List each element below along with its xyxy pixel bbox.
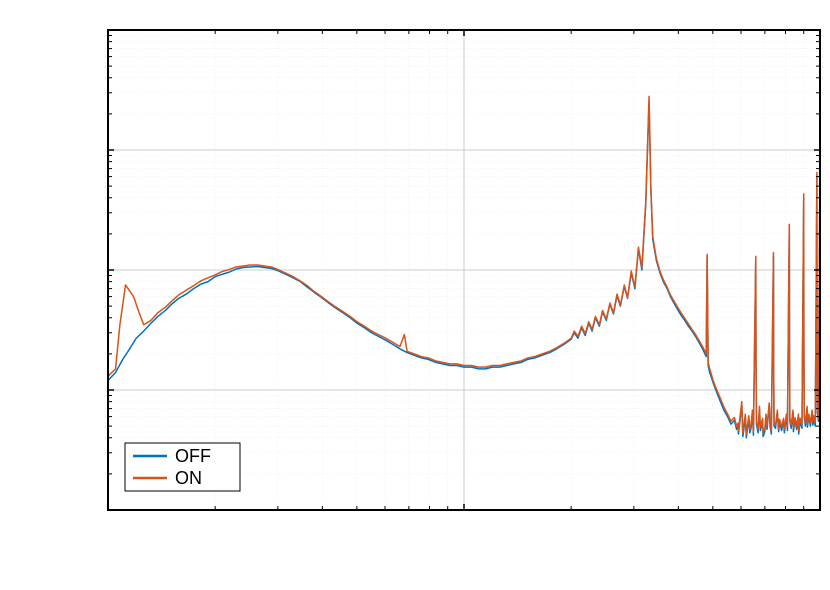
legend: OFFON <box>125 443 240 491</box>
chart-container: OFFON <box>0 0 830 590</box>
legend-label: ON <box>175 468 202 488</box>
legend-label: OFF <box>175 446 211 466</box>
line-chart: OFFON <box>0 0 830 590</box>
